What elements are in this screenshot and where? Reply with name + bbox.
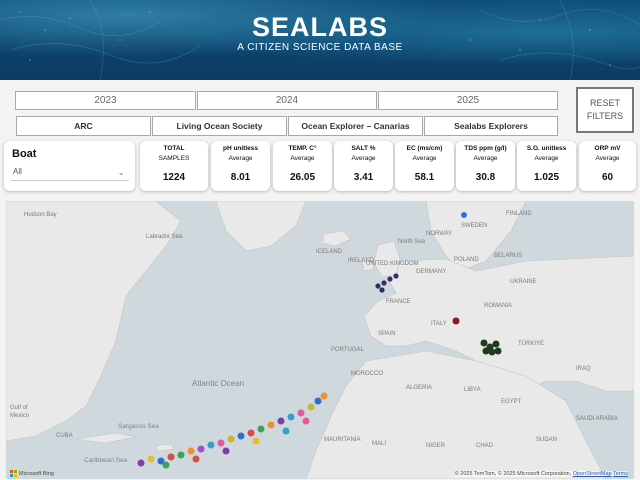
kpi-title: TEMP. C° [288, 145, 317, 152]
sample-points-atlantic [137, 392, 328, 469]
kpi-subtitle: Average [412, 155, 437, 162]
chevron-down-icon: ⌄ [117, 167, 125, 177]
header-texture [0, 0, 640, 80]
map-attribution: © 2025 TomTom, © 2025 Microsoft Corporat… [454, 471, 628, 477]
map-label-ukraine: UKRAINE [510, 279, 537, 285]
map-label-saudi-arabia: SAUDI ARABIA [576, 416, 618, 422]
map-label-ireland: IRELAND [348, 258, 375, 264]
year-2025-button[interactable]: 2025 [378, 91, 558, 110]
map-label-spain: SPAIN [378, 331, 396, 337]
map-label-iceland: ICELAND [316, 249, 343, 255]
sample-point-italy [452, 317, 460, 325]
map-label-labrador-sea: Labrador Sea [146, 234, 183, 240]
kpi-card-temp: TEMP. C° Average 26.05 [273, 141, 332, 191]
boat-label: Boat [12, 148, 37, 160]
kpi-title: ORP mV [594, 145, 621, 152]
org-arc-button[interactable]: ARC [16, 116, 151, 136]
map-label-united-kingdom: UNITED KINGDOM [366, 261, 419, 267]
map-label-iraq: IRAQ [576, 366, 591, 372]
kpi-card-tds: TDS ppm (g/l) Average 30.8 [456, 141, 515, 191]
year-2023-button[interactable]: 2023 [15, 91, 196, 110]
map-label-egypt: EGYPT [501, 399, 522, 405]
map-label-germany: GERMANY [416, 269, 447, 275]
kpi-title: pH unitless [222, 145, 259, 152]
kpi-value: 26.05 [289, 172, 316, 183]
sample-points-channel [375, 273, 399, 293]
sample-map[interactable]: Hudson Bay Labrador Sea ICELAND NORWAY S… [6, 201, 634, 479]
openstreetmap-link[interactable]: OpenStreetMap [572, 471, 612, 477]
map-label-finland: FINLAND [506, 211, 532, 217]
map-label-france: FRANCE [386, 299, 411, 305]
map-label-belarus: BELARUS [494, 253, 523, 259]
map-label-sweden: SWEDEN [461, 223, 488, 229]
map-label-romania: ROMANIA [484, 303, 513, 309]
kpi-value: 60 [601, 172, 614, 183]
map-label-atlantic-ocean: Atlantic Ocean [192, 379, 245, 388]
microsoft-logo-icon [10, 470, 17, 477]
kpi-value: 3.41 [353, 172, 374, 183]
kpi-subtitle: SAMPLES [158, 155, 190, 162]
kpi-value: 1.025 [533, 172, 560, 183]
map-label-sargasso-sea: Sargasso Sea [118, 423, 159, 430]
kpi-title: S.G. unitless [526, 145, 567, 152]
terms-link[interactable]: Terms [613, 471, 628, 477]
kpi-card-ec: EC (ms/cm) Average 58.1 [395, 141, 454, 191]
kpi-subtitle: Average [473, 155, 498, 162]
app-logo: SEALABS [251, 12, 388, 42]
boat-selected-value: All [13, 167, 22, 176]
map-label-hudson-bay: Hudson Bay [24, 212, 57, 218]
kpi-value: 30.8 [475, 172, 496, 183]
map-label-sudan: SUDAN [536, 437, 558, 443]
map-label-libya: LIBYA [464, 387, 481, 393]
map-label-turkiye: TÜRKIYE [518, 341, 545, 347]
map-label-portugal: PORTUGAL [331, 347, 364, 353]
app-tagline: A CITIZEN SCIENCE DATA BASE [237, 42, 403, 53]
map-label-italy: ITALY [431, 321, 447, 327]
map-label-chad: CHAD [476, 443, 494, 449]
kpi-card-ph: pH unitless Average 8.01 [211, 141, 270, 191]
map-label-norway: NORWAY [426, 231, 453, 237]
reset-filters-button[interactable]: RESET FILTERS [576, 87, 634, 133]
org-ocean-explorer-canarias-button[interactable]: Ocean Explorer – Canarias [288, 116, 423, 136]
kpi-title: SALT % [351, 145, 376, 152]
kpi-value: 8.01 [230, 172, 251, 183]
kpi-subtitle: Average [534, 155, 559, 162]
kpi-subtitle: Average [290, 155, 315, 162]
kpi-value: 1224 [162, 172, 186, 183]
map-label-morocco: MOROCCO [351, 371, 383, 377]
kpi-card-orp: ORP mV Average 60 [579, 141, 636, 191]
map-label-mali: MALI [372, 441, 387, 447]
year-2024-button[interactable]: 2024 [197, 91, 377, 110]
kpi-subtitle: Average [228, 155, 253, 162]
kpi-value: 58.1 [414, 172, 435, 183]
kpi-card-salt: SALT % Average 3.41 [334, 141, 393, 191]
map-label-north-sea: North Sea [398, 239, 426, 245]
map-label-caribbean-sea: Caribbean Sea [84, 457, 128, 464]
kpi-card-total-samples: TOTAL SAMPLES 1224 [140, 141, 208, 191]
kpi-title: EC (ms/cm) [406, 145, 443, 152]
microsoft-bing-logo: Microsoft Bing [10, 470, 54, 477]
map-label-gulf-of: Gulf of [10, 405, 28, 411]
org-living-ocean-society-button[interactable]: Living Ocean Society [152, 116, 287, 136]
sample-points-greece [480, 339, 502, 356]
map-label-mauritania: MAURITANIA [324, 437, 361, 443]
kpi-card-sg: S.G. unitless Average 1.025 [517, 141, 576, 191]
kpi-subtitle: Average [351, 155, 376, 162]
header-banner: SEALABS A CITIZEN SCIENCE DATA BASE [0, 0, 640, 80]
kpi-subtitle: Average [595, 155, 620, 162]
map-label-poland: POLAND [454, 257, 479, 263]
map-label-algeria: ALGERIA [406, 385, 433, 391]
map-label-mexico: Mexico [10, 413, 30, 419]
map-label-cuba: CUBA [56, 433, 73, 439]
boat-filter-card: Boat All ⌄ [4, 141, 135, 191]
boat-dropdown[interactable]: All ⌄ [11, 163, 129, 181]
org-sealabs-explorers-button[interactable]: Sealabs Explorers [424, 116, 558, 136]
kpi-title: TOTAL [163, 145, 185, 152]
sample-point-baltic [461, 212, 467, 218]
kpi-title: TDS ppm (g/l) [464, 145, 507, 152]
map-basemap [6, 201, 634, 479]
map-label-niger: NIGER [426, 443, 446, 449]
